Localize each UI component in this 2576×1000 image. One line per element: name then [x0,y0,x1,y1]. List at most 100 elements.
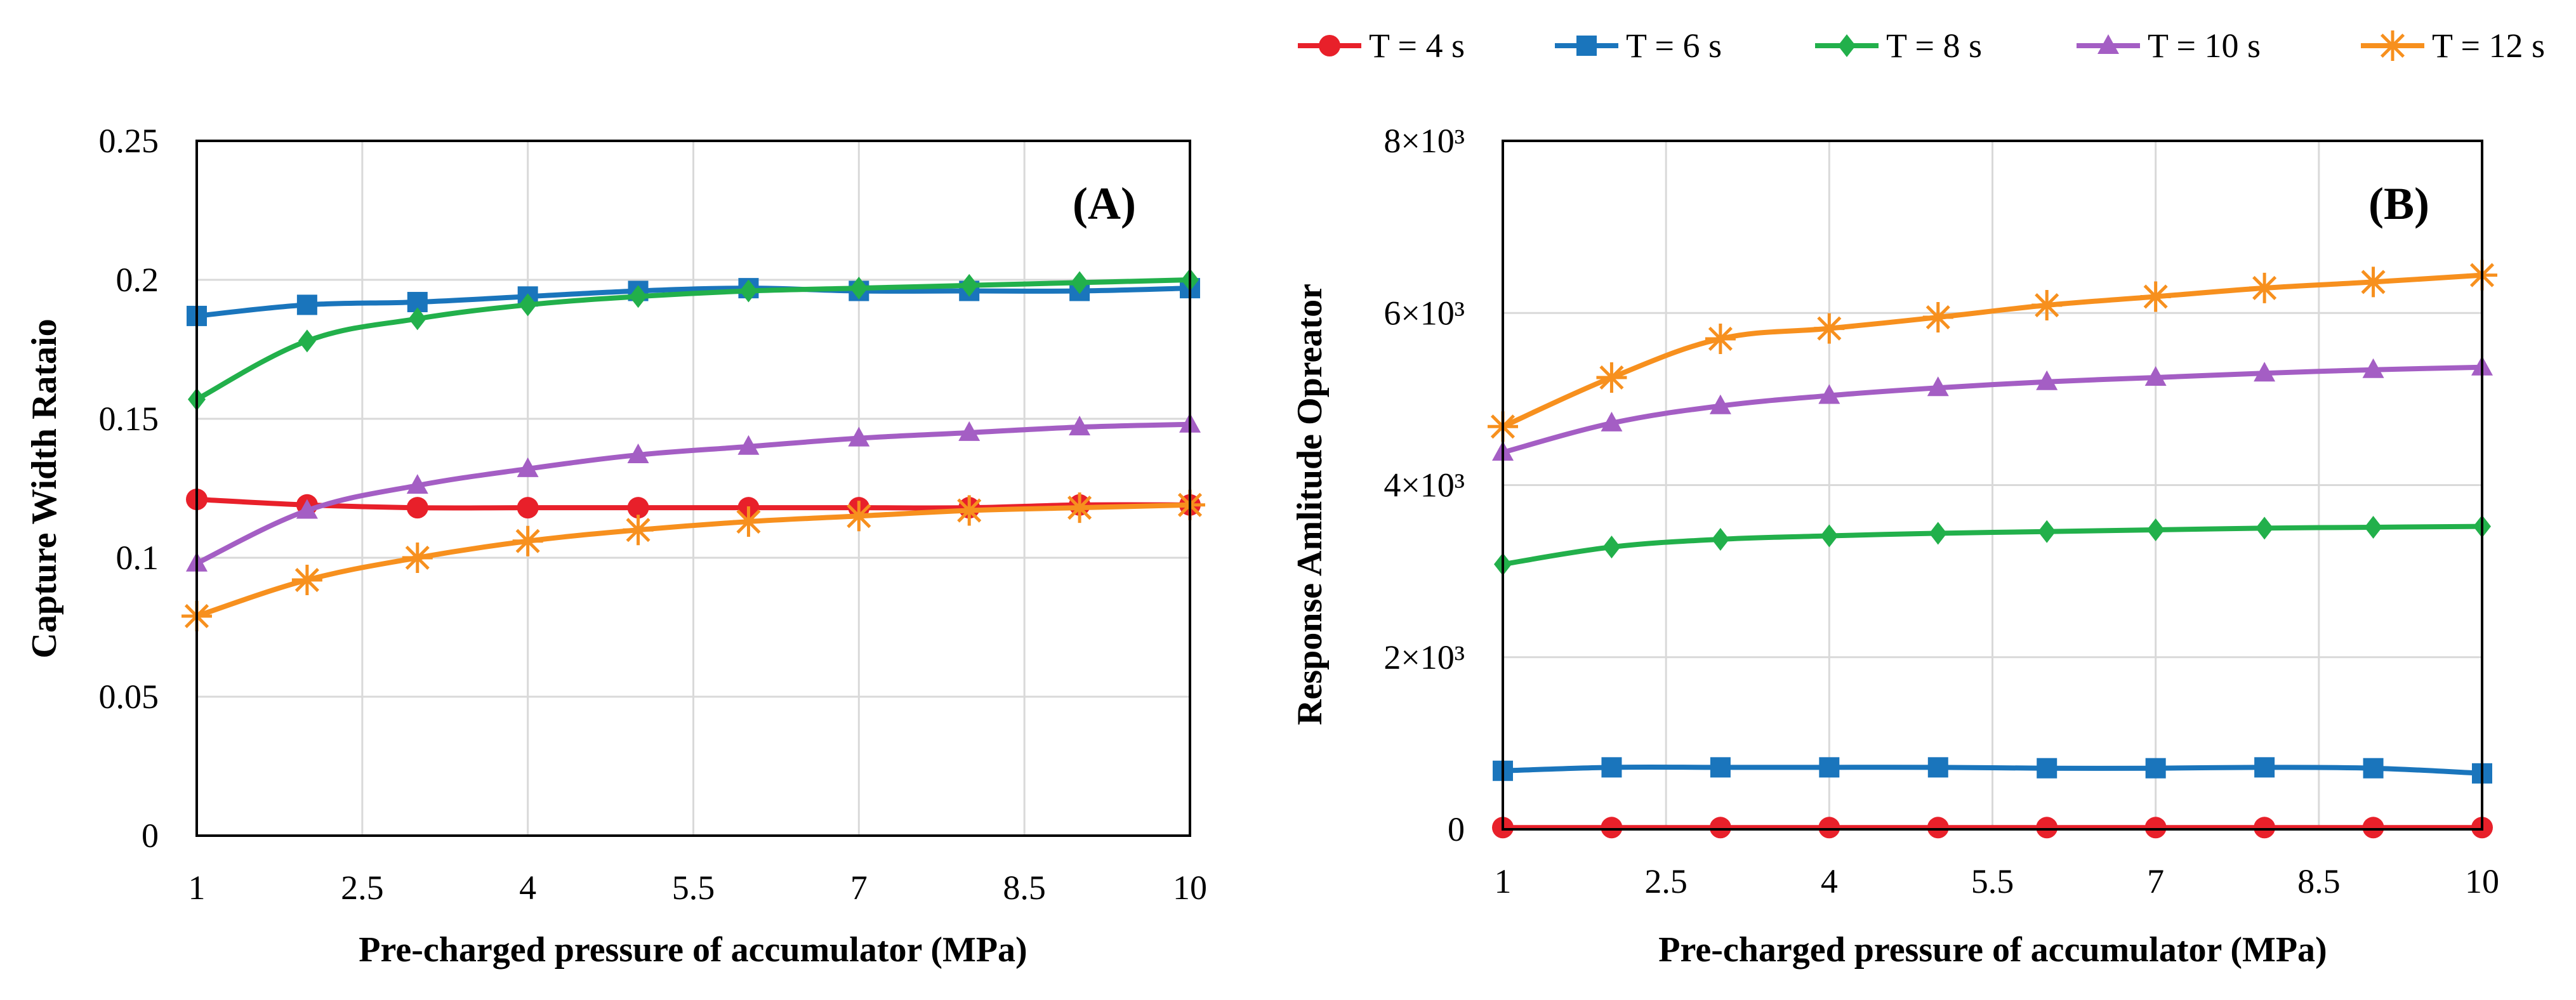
panel-b-x-tick-label: 7 [2147,862,2164,900]
panel-a-data-point [402,543,433,573]
panel-a-data-point [1064,492,1095,523]
panel-b-data-point [2144,817,2167,839]
panel-a-x-tick-label: 1 [188,869,206,907]
panel-b-data-point [1601,411,1623,431]
panel-b-series-t-12-s [1488,260,2497,442]
panel-b-data-point [2036,817,2058,839]
panel-a-tick-labels: 1 2.5 4 5.5 7 8.5 10 0 0.05 0.1 0.15 0.2 0.25 [99,122,1208,907]
panel-b-data-point [2146,518,2165,542]
panel-a-data-point [623,515,654,546]
panel-a-x-axis-title: Pre-charged pressure of accumulator (MPa… [359,930,1027,970]
panel-b-series-line [1502,272,2483,429]
panel-b-data-point [1819,757,1840,778]
panel-a-data-point [517,497,539,519]
panel-b-data-point [1927,376,1949,397]
panel-b-data-point [1927,757,1948,778]
panel-b-data-point [2036,370,2058,390]
panel-a-data-point [1069,416,1091,436]
legend-item-t-12-s: T = 12 s [2361,27,2545,65]
panel-b-data-point [1709,817,1731,839]
panel-a-gridlines [195,140,1191,837]
legend-label: T = 12 s [2432,27,2545,65]
panel-b-data-point [2144,365,2167,386]
panel-b-series-line [1502,523,2483,567]
panel-a-series-line [196,286,1191,319]
panel-a-data-point [517,457,539,477]
panel-a-series-t-10-s [186,412,1201,572]
panel-a-data-point [408,307,426,331]
panel-b-x-tick-label: 4 [1821,862,1838,900]
panel-a-y-tick-label: 0.2 [116,261,159,299]
panel-b-data-point [1922,302,1953,333]
legend-marker-triangle [2097,34,2119,54]
panel-b-data-point [1927,817,1949,839]
panel-a-x-tick-label: 10 [1173,869,1207,907]
panel-a-data-point [627,443,649,463]
panel-b-y-tick-label: 0 [1448,810,1465,848]
panel-b-series-t-8-s [1494,515,2491,576]
legend-label: T = 4 s [1369,27,1465,65]
panel-b-data-point [1818,384,1840,404]
panel-b-plot-frame [1502,140,2483,831]
panel-b-x-tick-label: 8.5 [2297,862,2341,900]
panel-a-series-line [195,277,1191,402]
panel-a-x-tick-label: 2.5 [341,869,384,907]
panel-b-x-axis-title: Pre-charged pressure of accumulator (MPa… [1658,930,2327,970]
panel-a-data-point [512,525,543,556]
panel-b-data-point [1814,313,1845,344]
legend-item-t-8-s: T = 8 s [1815,27,1982,65]
panel-b-data-point [2362,358,2384,378]
panel-a-series-line [195,502,1191,619]
panel-a-y-tick-label: 0 [142,817,159,855]
panel-a-data-point [406,497,428,519]
legend-marker-diamond [1838,34,1856,57]
panel-b-x-tick-label: 10 [2465,862,2499,900]
panel-b-tick-labels: 1 2.5 4 5.5 7 8.5 10 0 2×10³ 4×10³ 6×10³ 8×10³ [1384,122,2499,900]
panel-b-x-tick-label: 1 [1495,862,1512,900]
panel-a-data-point [958,421,981,441]
panel-a-x-tick-label: 4 [519,869,536,907]
panel-a-x-tick-label: 7 [850,869,868,907]
panel-a-data-point [850,277,868,300]
panel-a-data-point [298,329,316,353]
panel-b-x-tick-label: 2.5 [1644,862,1688,900]
panel-a-data-point [960,273,979,297]
panel-a-y-tick-label: 0.05 [99,678,159,716]
panel-b-data-point [2037,758,2057,779]
panel-b-data-point [2254,362,2276,382]
legend: T = 4 s T = 6 s T = 8 s T = 10 s T = 12 s [1298,27,2545,65]
panel-a-data-point [296,499,318,519]
panel-a-data-point [629,285,647,308]
panel-a-plot-frame [195,140,1191,837]
panel-a-y-tick-label: 0.1 [116,539,159,577]
panel-b-series-t-6-s [1493,757,2492,784]
panel-b-data-point [1602,536,1621,559]
panel-b-data-point [2362,817,2384,839]
panel-a-y-tick-label: 0.15 [99,400,159,438]
panel-b-series [1488,260,2497,839]
panel-a-data-point [296,294,317,315]
panel-b-data-point [1705,323,1736,354]
panel-b-data-point [2363,758,2384,779]
panel-a-x-tick-label: 8.5 [1003,869,1046,907]
panel-b-y-tick-label: 8×10³ [1384,122,1465,160]
panel-a-data-point [1071,271,1089,294]
panel-b-data-point [2364,515,2382,539]
panel-b-data-point [1709,394,1731,414]
legend-item-t-4-s: T = 4 s [1298,27,1465,65]
legend-marker-circle [1319,35,1340,56]
panel-b-x-tick-label: 5.5 [1971,862,2014,900]
legend-label: T = 6 s [1626,27,1722,65]
legend-marker-asterisk [2377,30,2408,61]
panel-b-data-point [1710,757,1731,778]
panel-a-data-point [737,435,760,455]
legend-label: T = 8 s [1886,27,1982,65]
panel-a-data-point [627,497,649,519]
panel-b-data-point [2031,290,2063,321]
panel-b-data-point [1596,362,1627,393]
panel-b-data-point [2254,757,2275,778]
panel-a-data-point [733,506,764,537]
panel-b-data-point [1929,522,1947,545]
